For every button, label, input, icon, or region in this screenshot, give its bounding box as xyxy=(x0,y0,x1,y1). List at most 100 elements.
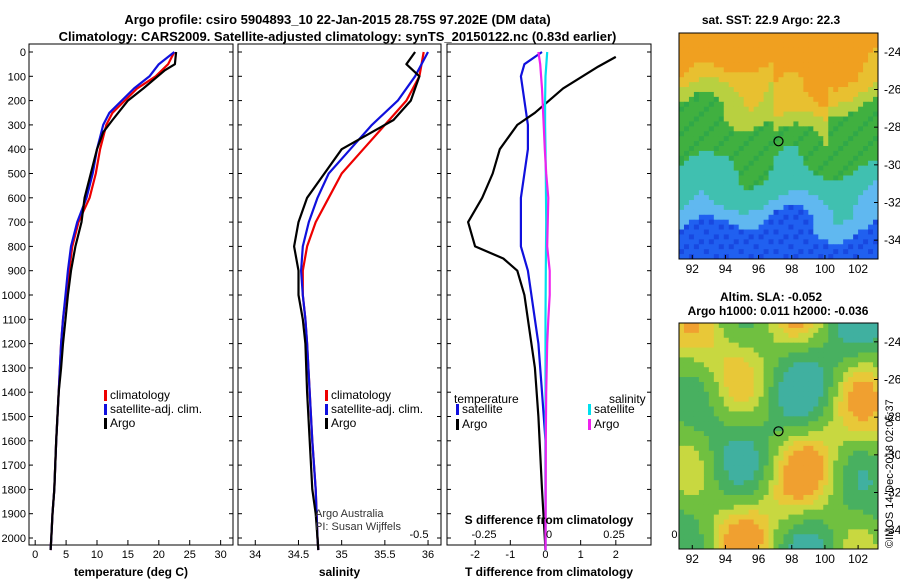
map-cell xyxy=(803,539,809,545)
map-cell xyxy=(858,377,864,383)
map-cell xyxy=(873,239,879,245)
map-cell xyxy=(683,504,690,511)
map-cell xyxy=(753,416,760,422)
map-cell xyxy=(858,126,864,132)
map-cell xyxy=(848,504,854,511)
map-cell xyxy=(798,106,804,113)
map-cell xyxy=(698,352,705,358)
map-cell xyxy=(679,421,685,427)
map-cell xyxy=(698,460,705,466)
map-cell xyxy=(798,82,804,88)
map-cell xyxy=(708,357,715,363)
map-cell xyxy=(798,121,804,127)
map-cell xyxy=(708,47,715,54)
map-cell xyxy=(698,411,705,417)
map-cell xyxy=(863,465,869,471)
map-cell xyxy=(718,426,725,432)
map-cell xyxy=(833,534,839,540)
map-cell xyxy=(798,485,804,491)
map-cell xyxy=(803,131,809,137)
legend-label: satellite xyxy=(462,402,503,416)
map-cell xyxy=(733,244,740,250)
map-cell xyxy=(753,332,760,339)
map-cell xyxy=(783,106,789,113)
map-cell xyxy=(683,87,690,93)
map-cell xyxy=(693,460,700,466)
map-cell xyxy=(863,332,869,339)
x-tick-label: 36 xyxy=(422,549,434,561)
depth-tick-label: 500 xyxy=(8,169,26,181)
legend-swatch xyxy=(325,418,328,429)
map-cell xyxy=(773,175,779,181)
map-cell xyxy=(679,485,685,491)
map-cell xyxy=(788,455,794,461)
map-cell xyxy=(758,101,764,108)
map-cell xyxy=(763,72,769,78)
map-cell xyxy=(683,209,690,216)
map-cell xyxy=(679,239,685,245)
map-cell xyxy=(788,239,794,245)
map-cell xyxy=(698,101,705,108)
map-cell xyxy=(798,62,804,68)
map-cell xyxy=(723,514,730,520)
map-cell xyxy=(833,367,839,373)
map-cell xyxy=(738,455,745,461)
map-cell xyxy=(858,121,864,127)
map-cell xyxy=(733,440,740,447)
map-cell xyxy=(818,411,824,417)
map-cell xyxy=(863,96,869,103)
map-cell xyxy=(828,87,834,93)
map-cell xyxy=(688,96,695,103)
map-cell xyxy=(863,450,869,457)
map-cell xyxy=(713,426,720,432)
map-cell xyxy=(713,499,720,506)
map-cell xyxy=(783,116,789,122)
map-cell xyxy=(823,42,829,49)
map-cell xyxy=(733,82,740,88)
map-cell xyxy=(763,470,769,476)
map-cell xyxy=(728,460,735,466)
map-cell xyxy=(679,214,685,221)
map-cell xyxy=(838,475,844,481)
map-cell xyxy=(763,450,769,457)
map-cell xyxy=(718,401,725,407)
map-cell xyxy=(768,499,774,506)
map-cell xyxy=(683,372,690,378)
map-cell xyxy=(833,165,839,171)
map-cell xyxy=(763,121,769,127)
map-cell xyxy=(813,386,819,393)
map-cell xyxy=(688,323,695,329)
map-cell xyxy=(858,136,864,142)
map-cell xyxy=(773,381,779,388)
map-cell xyxy=(833,352,839,358)
map-cell xyxy=(713,485,720,491)
map-cell xyxy=(738,77,745,83)
map-cell xyxy=(728,372,735,378)
map-cell xyxy=(758,475,764,481)
map-cell xyxy=(718,421,725,427)
map-cell xyxy=(818,499,824,506)
map-cell xyxy=(858,37,864,44)
map-cell xyxy=(748,372,755,378)
map-cell xyxy=(743,52,750,58)
map-cell xyxy=(693,406,700,412)
map-cell xyxy=(753,494,760,501)
map-cell xyxy=(733,411,740,417)
map-cell xyxy=(748,490,755,496)
map-cell xyxy=(698,106,705,113)
map-cell xyxy=(728,72,735,78)
map-cell xyxy=(798,160,804,167)
map-cell xyxy=(688,426,695,432)
map-cell xyxy=(813,249,819,255)
map-cell xyxy=(718,347,725,353)
map-cell xyxy=(708,401,715,407)
map-cell xyxy=(848,116,854,122)
map-cell xyxy=(733,106,740,113)
map-cell xyxy=(858,155,864,162)
map-cell xyxy=(728,131,735,137)
map-cell xyxy=(803,141,809,147)
map-cell xyxy=(773,544,779,550)
map-cell xyxy=(763,239,769,245)
map-cell xyxy=(828,494,834,501)
map-cell xyxy=(703,514,710,520)
